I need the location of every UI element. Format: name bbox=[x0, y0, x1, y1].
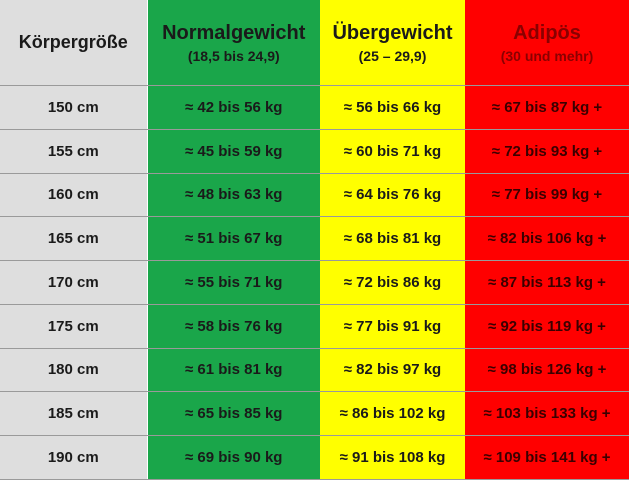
header-subtitle: (18,5 bis 24,9) bbox=[187, 47, 280, 64]
table-cell: ≈ 92 bis 119 kg + bbox=[465, 304, 629, 349]
table-cell: ≈ 45 bis 59 kg bbox=[147, 129, 320, 174]
table-cell: 165 cm bbox=[0, 216, 148, 262]
table-row: 165 cm ≈ 51 bis 67 kg ≈ 68 bis 81 kg ≈ 82 b… bbox=[0, 216, 629, 262]
table-cell: ≈ 67 bis 87 kg + bbox=[465, 85, 629, 130]
table-cell: 175 cm bbox=[0, 304, 148, 349]
table-cell: ≈ 72 bis 86 kg bbox=[320, 260, 465, 305]
table-cell: ≈ 68 bis 81 kg bbox=[320, 216, 465, 262]
table-cell: ≈ 65 bis 85 kg bbox=[147, 391, 320, 437]
table-cell: ≈ 72 bis 93 kg + bbox=[465, 129, 629, 174]
table-cell: ≈ 64 bis 76 kg bbox=[320, 173, 465, 218]
table-cell: ≈ 98 bis 126 kg + bbox=[465, 348, 629, 393]
table-cell: ≈ 86 bis 102 kg bbox=[320, 391, 465, 437]
table-cell: ≈ 56 bis 66 kg bbox=[320, 85, 465, 130]
table-cell: 155 cm bbox=[0, 129, 148, 174]
table-cell: ≈ 51 bis 67 kg bbox=[147, 216, 320, 262]
table-row: 190 cm ≈ 69 bis 90 kg ≈ 91 bis 108 kg ≈ 109… bbox=[0, 435, 629, 480]
table-cell: 190 cm bbox=[0, 435, 148, 480]
table-cell: 150 cm bbox=[0, 85, 148, 130]
table-cell: ≈ 69 bis 90 kg bbox=[147, 435, 320, 480]
header-cell: Körpergröße bbox=[0, 0, 148, 86]
table-row: 155 cm ≈ 45 bis 59 kg ≈ 60 bis 71 kg ≈ 72 b… bbox=[0, 129, 629, 174]
header-cell: Übergewicht (25 – 29,9) bbox=[320, 0, 465, 86]
table-cell: ≈ 82 bis 106 kg + bbox=[465, 216, 629, 262]
table-cell: ≈ 61 bis 81 kg bbox=[147, 348, 320, 393]
table-row: 185 cm ≈ 65 bis 85 kg ≈ 86 bis 102 kg ≈ 103… bbox=[0, 391, 629, 437]
table-body: 150 cm ≈ 42 bis 56 kg ≈ 56 bis 66 kg ≈ 67 b… bbox=[0, 85, 629, 480]
table-row: 175 cm ≈ 58 bis 76 kg ≈ 77 bis 91 kg ≈ 92 b… bbox=[0, 304, 629, 349]
header-title: Körpergröße bbox=[18, 32, 128, 52]
header-title: Adipös bbox=[513, 21, 581, 44]
table-row: 180 cm ≈ 61 bis 81 kg ≈ 82 bis 97 kg ≈ 98 b… bbox=[0, 348, 629, 393]
table-row: 150 cm ≈ 42 bis 56 kg ≈ 56 bis 66 kg ≈ 67 b… bbox=[0, 85, 629, 130]
table-cell: ≈ 77 bis 91 kg bbox=[320, 304, 465, 349]
table-row: 160 cm ≈ 48 bis 63 kg ≈ 64 bis 76 kg ≈ 77 b… bbox=[0, 173, 629, 218]
table-cell: 170 cm bbox=[0, 260, 148, 305]
table-cell: ≈ 77 bis 99 kg + bbox=[465, 173, 629, 218]
table-cell: ≈ 109 bis 141 kg + bbox=[465, 435, 629, 480]
table-cell: ≈ 82 bis 97 kg bbox=[320, 348, 465, 393]
table-cell: ≈ 60 bis 71 kg bbox=[320, 129, 465, 174]
table-cell: 180 cm bbox=[0, 348, 148, 393]
header-cell: Adipös (30 und mehr) bbox=[465, 0, 629, 86]
table-header: Körpergröße Normalgewicht (18,5 bis 24,9) Ü… bbox=[0, 0, 629, 86]
header-row: Körpergröße Normalgewicht (18,5 bis 24,9) Ü… bbox=[0, 0, 629, 86]
header-title: Normalgewicht bbox=[162, 21, 306, 44]
table-cell: ≈ 55 bis 71 kg bbox=[147, 260, 320, 305]
header-cell: Normalgewicht (18,5 bis 24,9) bbox=[147, 0, 320, 86]
table-cell: ≈ 103 bis 133 kg + bbox=[465, 391, 629, 437]
table-cell: ≈ 42 bis 56 kg bbox=[147, 85, 320, 130]
header-title: Übergewicht bbox=[332, 21, 453, 44]
table-cell: 185 cm bbox=[0, 391, 148, 437]
table-cell: 160 cm bbox=[0, 173, 148, 218]
header-subtitle: (25 – 29,9) bbox=[358, 47, 427, 64]
header-subtitle: (30 und mehr) bbox=[500, 47, 594, 64]
table-cell: ≈ 48 bis 63 kg bbox=[147, 173, 320, 218]
table-cell: ≈ 87 bis 113 kg + bbox=[465, 260, 629, 305]
table-cell: ≈ 58 bis 76 kg bbox=[147, 304, 320, 349]
table-row: 170 cm ≈ 55 bis 71 kg ≈ 72 bis 86 kg ≈ 87 b… bbox=[0, 260, 629, 305]
table-cell: ≈ 91 bis 108 kg bbox=[320, 435, 465, 480]
